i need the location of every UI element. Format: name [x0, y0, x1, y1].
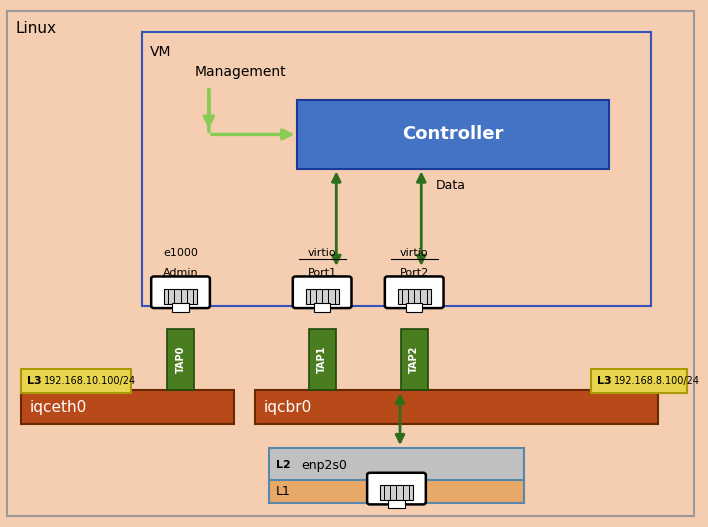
FancyBboxPatch shape [367, 473, 426, 504]
Text: 192.168.8.100/24: 192.168.8.100/24 [614, 376, 700, 386]
Text: TAP1: TAP1 [317, 346, 327, 373]
FancyBboxPatch shape [380, 485, 413, 500]
Text: iqceth0: iqceth0 [30, 399, 87, 415]
Text: Linux: Linux [16, 21, 57, 36]
FancyBboxPatch shape [389, 500, 404, 509]
Text: Controller: Controller [402, 125, 504, 143]
FancyBboxPatch shape [164, 289, 197, 304]
FancyBboxPatch shape [314, 303, 330, 312]
FancyBboxPatch shape [591, 369, 687, 393]
Text: Port2: Port2 [399, 268, 429, 278]
FancyBboxPatch shape [385, 277, 443, 308]
FancyBboxPatch shape [269, 448, 524, 482]
Text: TAP2: TAP2 [409, 346, 419, 373]
Text: Admin: Admin [163, 268, 198, 278]
FancyBboxPatch shape [7, 11, 694, 516]
FancyBboxPatch shape [21, 390, 234, 424]
FancyBboxPatch shape [406, 303, 422, 312]
FancyBboxPatch shape [21, 369, 131, 393]
FancyBboxPatch shape [401, 329, 428, 390]
Text: enp2s0: enp2s0 [301, 458, 347, 472]
Text: L1: L1 [276, 485, 291, 498]
Text: iqcbr0: iqcbr0 [263, 399, 312, 415]
FancyBboxPatch shape [398, 289, 430, 304]
Text: e1000: e1000 [163, 248, 198, 258]
Text: TAP0: TAP0 [176, 346, 185, 373]
FancyBboxPatch shape [306, 289, 338, 304]
FancyBboxPatch shape [167, 329, 194, 390]
FancyBboxPatch shape [297, 100, 609, 169]
FancyBboxPatch shape [142, 32, 651, 306]
FancyBboxPatch shape [269, 480, 524, 503]
FancyBboxPatch shape [255, 390, 658, 424]
Text: L2: L2 [276, 460, 291, 470]
Text: virtio: virtio [400, 248, 428, 258]
Text: L3: L3 [27, 376, 42, 386]
Text: L3: L3 [597, 376, 612, 386]
FancyBboxPatch shape [152, 277, 210, 308]
FancyBboxPatch shape [173, 303, 188, 312]
Text: VM: VM [150, 45, 171, 59]
Text: Port1: Port1 [307, 268, 337, 278]
Text: virtio: virtio [308, 248, 336, 258]
Text: 192.168.10.100/24: 192.168.10.100/24 [44, 376, 136, 386]
Text: Data: Data [435, 179, 465, 192]
FancyBboxPatch shape [309, 329, 336, 390]
FancyBboxPatch shape [293, 277, 351, 308]
Text: Management: Management [195, 65, 286, 79]
